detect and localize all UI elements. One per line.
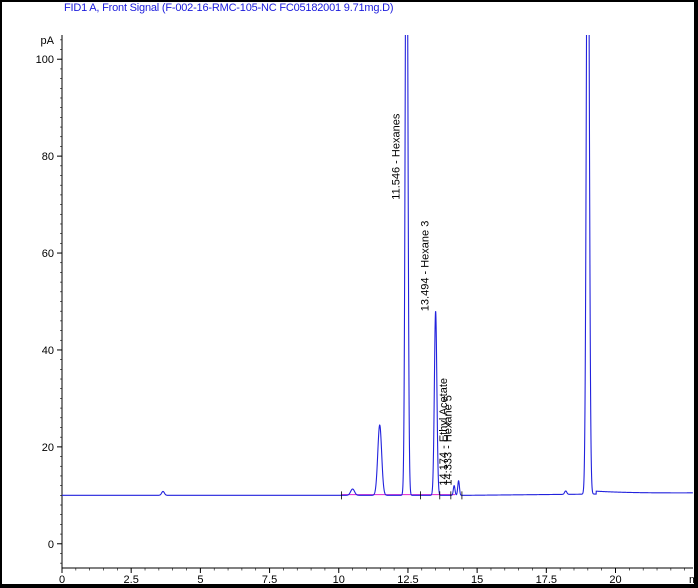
y-tick-label: 40 xyxy=(42,345,54,357)
x-tick-label: 12.5 xyxy=(397,574,418,586)
x-axis-label: min xyxy=(689,574,698,586)
y-tick-label: 80 xyxy=(42,151,54,163)
y-tick-label: 100 xyxy=(36,54,54,66)
y-axis-label: pA xyxy=(41,35,55,47)
signal-trace xyxy=(62,35,693,496)
axes: 0 20 40 60 80 100 pA 0 2.5 5 7.5 10 12.5 15 17.5 20 min xyxy=(36,35,698,586)
peak-label: 11.546 - Hexanes xyxy=(391,113,403,200)
x-tick-label: 7.5 xyxy=(262,574,277,586)
x-tick-label: 17.5 xyxy=(536,574,557,586)
x-tick-label: 20 xyxy=(609,574,621,586)
y-tick-label: 0 xyxy=(48,539,54,551)
chart-title: FID1 A, Front Signal (F-002-16-RMC-105-N… xyxy=(64,2,394,14)
y-tick-label: 60 xyxy=(42,248,54,260)
y-tick-label: 20 xyxy=(42,442,54,454)
peak-labels: 11.546 - Hexanes 13.494 - Hexane 3 14.174 … xyxy=(391,113,455,485)
peak-label: 14.174 - Ethyl Acetate xyxy=(438,378,450,486)
x-tick-label: 0 xyxy=(59,574,65,586)
plot-area xyxy=(62,35,693,500)
x-tick-label: 15 xyxy=(471,574,483,586)
x-tick-label: 2.5 xyxy=(124,574,139,586)
peak-label: 13.494 - Hexane 3 xyxy=(420,221,432,312)
x-tick-label: 10 xyxy=(333,574,345,586)
x-tick-label: 5 xyxy=(197,574,203,586)
peak-label: 14.333 - Hexane 5 xyxy=(443,395,455,486)
